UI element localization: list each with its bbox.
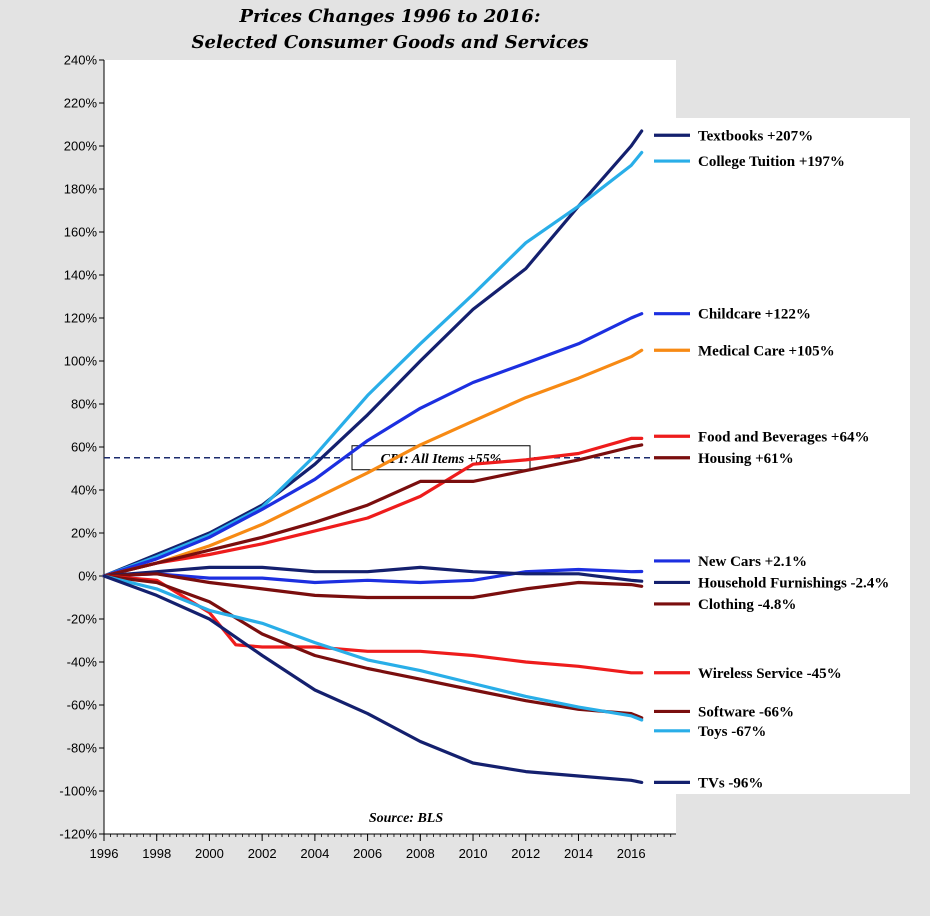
x-tick-label: 2012 [511, 846, 540, 861]
legend-label: College Tuition +197% [698, 154, 845, 170]
legend-panel [676, 118, 910, 794]
legend-label: Medical Care +105% [698, 343, 835, 359]
series-line [102, 567, 644, 585]
chart-title-line-1: Prices Changes 1996 to 2016: [239, 6, 541, 27]
y-tick-label: -100% [59, 784, 97, 799]
y-tick-label: 80% [71, 397, 97, 412]
y-tick-label: 40% [71, 483, 97, 498]
x-tick-label: 1998 [142, 846, 171, 861]
y-tick-label: 160% [64, 225, 98, 240]
legend-label: Textbooks +207% [698, 128, 813, 144]
x-tick-label: 2014 [564, 846, 593, 861]
y-tick-label: 100% [64, 354, 98, 369]
y-tick-label: -20% [67, 612, 98, 627]
legend-label: Toys -67% [698, 724, 766, 740]
x-tick-label: 1996 [90, 846, 119, 861]
series-line [102, 312, 644, 578]
x-tick-label: 2006 [353, 846, 382, 861]
y-tick-label: 120% [64, 311, 98, 326]
y-tick-label: 60% [71, 440, 97, 455]
y-axis: -120% -100% -80% -60% -40% -20% 0% 20% 40% 60% 80%… [59, 53, 105, 842]
legend-label: New Cars +2.1% [698, 554, 807, 570]
series-line [102, 348, 644, 578]
series-line [102, 129, 644, 578]
cpi-label: CPI: All Items +55% [381, 452, 502, 467]
chart-title: Prices Changes 1996 to 2016: Selected Co… [192, 6, 589, 53]
y-tick-label: 0% [78, 569, 97, 584]
x-tick-label: 2002 [248, 846, 277, 861]
series-line [102, 574, 644, 784]
source-note: Source: BLS [369, 811, 444, 826]
series-line [102, 565, 644, 583]
y-tick-label: -120% [59, 827, 97, 842]
legend-label: Clothing -4.8% [698, 597, 796, 613]
y-tick-label: 180% [64, 182, 98, 197]
x-tick-label: 2016 [617, 846, 646, 861]
y-tick-label: 200% [64, 139, 98, 154]
x-tick-label: 2008 [406, 846, 435, 861]
series-line [102, 443, 644, 578]
x-tick-label: 2004 [300, 846, 329, 861]
x-tick-label: 2000 [195, 846, 224, 861]
y-tick-label: 220% [64, 96, 98, 111]
chart-title-line-2: Selected Consumer Goods and Services [192, 32, 589, 53]
legend-label: Wireless Service -45% [698, 666, 842, 682]
legend: Textbooks +207% College Tuition +197% Chil… [654, 128, 889, 791]
y-tick-label: 20% [71, 526, 97, 541]
legend-label: Housing +61% [698, 451, 794, 467]
x-axis: 1996 1998 2000 2002 2004 2006 2008 2010 2012 2014… [90, 833, 676, 861]
y-tick-label: -40% [67, 655, 98, 670]
x-tick-label: 2010 [459, 846, 488, 861]
series-line [102, 574, 644, 722]
y-tick-label: -80% [67, 741, 98, 756]
series-line [102, 574, 644, 675]
legend-label: TVs -96% [698, 775, 763, 791]
y-tick-label: -60% [67, 698, 98, 713]
series-lines [102, 129, 644, 784]
legend-label: Household Furnishings -2.4% [698, 575, 889, 591]
legend-label: Food and Beverages +64% [698, 429, 869, 445]
series-line [102, 150, 644, 578]
y-tick-label: 240% [64, 53, 98, 68]
y-tick-label: 140% [64, 268, 98, 283]
legend-label: Childcare +122% [698, 307, 811, 323]
series-line [102, 436, 644, 578]
legend-label: Software -66% [698, 704, 794, 720]
series-line [102, 572, 644, 600]
